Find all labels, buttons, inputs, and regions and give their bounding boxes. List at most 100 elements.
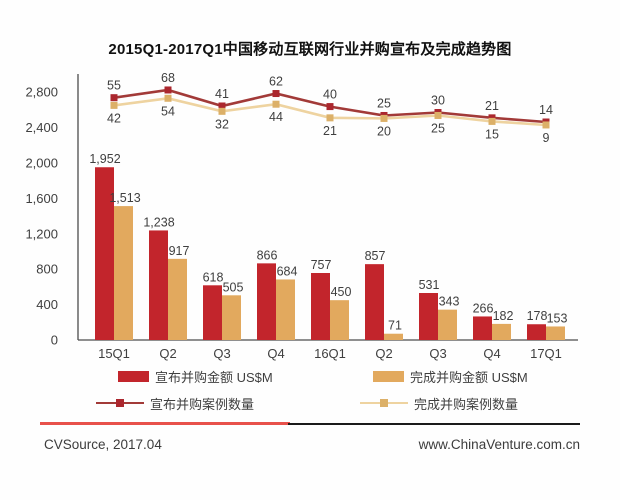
line-point-label: 15: [485, 127, 499, 141]
bar-label-completed: 917: [169, 244, 190, 258]
bar-announced-amount: [95, 167, 114, 340]
y-tick-label: 2,800: [25, 85, 58, 100]
line-point-label: 21: [485, 99, 499, 113]
bar-label-announced: 266: [473, 301, 494, 315]
legend-item-completed-amount: 完成并购金额 US$M: [373, 369, 528, 385]
line-marker-icon: [488, 117, 496, 125]
line-point-label: 20: [377, 124, 391, 138]
bar-announced-amount: [257, 263, 276, 340]
line-announced-count: 55 68 41 62 40 25 30 21 14: [107, 71, 553, 126]
bar-label-announced: 1,238: [143, 215, 174, 229]
line-point-label: 25: [431, 121, 445, 135]
line-completed-count: 42 54 32 44 21 20 25 15 9: [107, 94, 550, 145]
bar-label-announced: 178: [527, 309, 548, 323]
bar-completed-amount: [384, 333, 403, 340]
legend-label-announced-amount: 宣布并购金额 US$M: [155, 369, 273, 385]
bar-announced-amount: [419, 293, 438, 340]
legend-item-announced-amount: 宣布并购金额 US$M: [118, 369, 273, 385]
bar-completed-amount: [276, 279, 295, 340]
bar-label-announced: 618: [203, 270, 224, 284]
line-point-label: 30: [431, 94, 445, 108]
legend-label-completed-amount: 完成并购金额 US$M: [410, 369, 528, 385]
x-tick-label: Q4: [267, 346, 284, 361]
line-marker-icon: [110, 101, 118, 109]
bar-label-announced: 1,952: [89, 152, 120, 166]
bar-completed-amount: [546, 326, 565, 340]
chart-title: 2015Q1-2017Q1中国移动互联网行业并购宣布及完成趋势图: [108, 41, 512, 58]
footer-divider-red: [40, 422, 290, 425]
bar-announced-amount: [473, 316, 492, 340]
y-tick-label: 1,200: [25, 226, 58, 241]
legend-item-completed-count: 完成并购案例数量: [360, 396, 519, 412]
x-tick-label: Q3: [213, 346, 230, 361]
line-point-label: 54: [161, 104, 175, 118]
line-point-label: 55: [107, 79, 121, 93]
line-marker-icon: [164, 86, 172, 94]
line-point-label: 42: [107, 111, 121, 125]
bar-label-announced: 757: [311, 258, 332, 272]
line-point-label: 32: [215, 117, 229, 131]
footer-divider-dark: [288, 423, 580, 425]
bar-completed-amount: [438, 309, 457, 340]
y-tick-label: 2,000: [25, 156, 58, 171]
x-tick-label: 16Q1: [314, 346, 346, 361]
bar-label-completed: 153: [547, 311, 568, 325]
y-tick-label: 400: [36, 297, 58, 312]
line-point-label: 21: [323, 124, 337, 138]
y-tick-label: 800: [36, 262, 58, 277]
line-point-label: 9: [543, 131, 550, 145]
line-marker-icon: [434, 111, 442, 119]
line-marker-icon: [488, 114, 496, 122]
bar-announced-amount: [149, 230, 168, 340]
bar-label-announced: 866: [257, 248, 278, 262]
line-point-label: 62: [269, 75, 283, 89]
bar-completed-amount: [114, 206, 133, 340]
bar-announced-amount: [311, 273, 330, 340]
x-tick-label: Q2: [375, 346, 392, 361]
line-point-label: 25: [377, 96, 391, 110]
legend-label-announced-count: 宣布并购案例数量: [150, 396, 255, 412]
line-marker-icon: [218, 107, 226, 115]
x-tick-label: Q2: [159, 346, 176, 361]
legend-label-completed-count: 完成并购案例数量: [414, 396, 519, 412]
line-point-label: 14: [539, 103, 553, 117]
bar-completed-amount: [168, 258, 187, 340]
line-marker-icon: [218, 102, 226, 110]
legend-swatch-completed-count-icon: [360, 399, 408, 408]
legend-swatch-completed-amount-icon: [373, 370, 404, 382]
bar-label-completed: 1,513: [109, 191, 140, 205]
line-point-label: 41: [215, 87, 229, 101]
bar-label-completed: 71: [388, 319, 402, 333]
x-tick-label: Q4: [483, 346, 500, 361]
bar-completed-amount: [492, 323, 511, 340]
y-tick-label: 2,400: [25, 120, 58, 135]
line-marker-icon: [542, 121, 550, 129]
line-marker-icon: [164, 94, 172, 102]
bar-announced-amount: [527, 324, 546, 340]
legend-swatch-announced-count-icon: [96, 399, 144, 408]
bar-label-completed: 343: [439, 295, 460, 309]
line-point-label: 40: [323, 88, 337, 102]
bar-label-completed: 684: [277, 264, 298, 278]
x-tick-label: Q3: [429, 346, 446, 361]
line-marker-icon: [326, 114, 334, 122]
line-marker-icon: [272, 100, 280, 108]
x-axis-labels: 15Q1 Q2 Q3 Q4 16Q1 Q2 Q3 Q4 17Q1: [98, 346, 562, 361]
line-point-label: 44: [269, 110, 283, 124]
bar-label-completed: 182: [493, 309, 514, 323]
bar-label-announced: 531: [419, 278, 440, 292]
x-tick-label: 15Q1: [98, 346, 130, 361]
footer-source: CVSource, 2017.04: [44, 437, 162, 452]
bar-label-announced: 857: [365, 249, 386, 263]
y-tick-label: 0: [51, 333, 58, 348]
footer-website: www.ChinaVenture.com.cn: [418, 437, 580, 452]
y-tick-label: 1,600: [25, 191, 58, 206]
line-marker-icon: [326, 103, 334, 111]
bar-label-completed: 450: [331, 285, 352, 299]
legend-item-announced-count: 宣布并购案例数量: [96, 396, 255, 412]
combo-chart: 0 400 800 1,200 1,600 2,000 2,400 2,800 1,952 1,5…: [25, 71, 578, 361]
line-marker-icon: [380, 114, 388, 122]
line-marker-icon: [272, 90, 280, 98]
